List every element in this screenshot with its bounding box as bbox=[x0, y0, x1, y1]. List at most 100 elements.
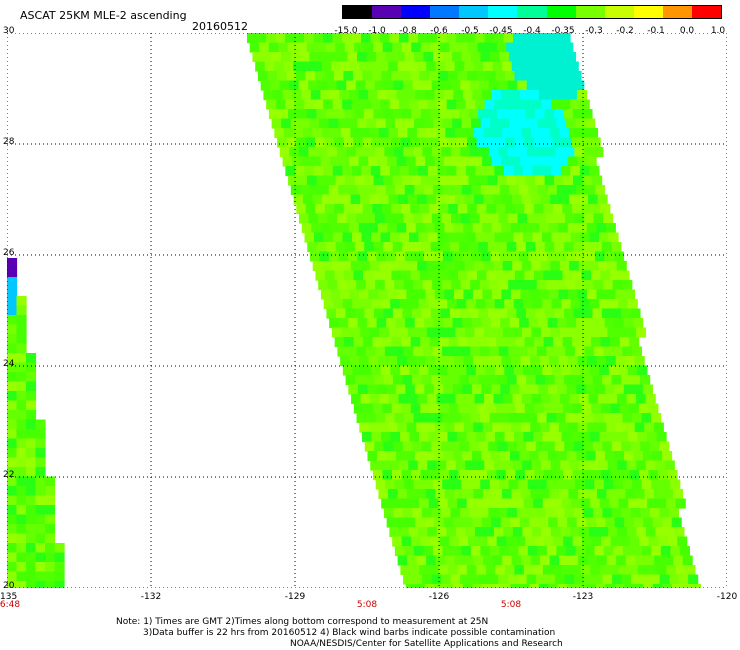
data-cell-east bbox=[585, 185, 596, 196]
data-cell-east bbox=[332, 99, 343, 110]
data-cell-east bbox=[428, 565, 439, 576]
data-cell-east bbox=[518, 546, 529, 557]
data-cell-east bbox=[468, 175, 479, 186]
data-cell-east bbox=[510, 289, 522, 300]
data-cell-east bbox=[483, 327, 495, 338]
data-cell-east bbox=[433, 251, 444, 262]
data-cell-east bbox=[599, 232, 610, 243]
data-cell-west bbox=[7, 305, 18, 316]
data-cell-east bbox=[274, 61, 285, 72]
data-cell-east bbox=[398, 460, 409, 471]
data-cell-east bbox=[581, 137, 592, 148]
data-cell-east bbox=[339, 289, 351, 300]
data-cell-east bbox=[648, 536, 659, 547]
data-cell-east bbox=[496, 403, 507, 414]
data-cell-east bbox=[374, 441, 385, 452]
data-cell-east bbox=[412, 80, 423, 91]
data-cell-east bbox=[570, 166, 581, 177]
data-cell-east bbox=[357, 185, 368, 196]
data-cell-east bbox=[519, 451, 530, 462]
data-cell-east bbox=[443, 318, 454, 329]
data-cell-east bbox=[521, 128, 532, 139]
data-cell-east bbox=[296, 204, 307, 215]
data-cell-east bbox=[415, 223, 426, 234]
data-cell-east bbox=[566, 318, 577, 329]
data-cell-east bbox=[450, 375, 461, 386]
data-cell-east bbox=[494, 232, 505, 243]
data-cell-east bbox=[445, 194, 456, 205]
data-cell-east bbox=[461, 251, 473, 262]
data-cell-east bbox=[476, 204, 487, 215]
data-cell-east bbox=[286, 71, 297, 82]
data-cell-east bbox=[375, 413, 386, 424]
data-cell-east bbox=[406, 422, 417, 433]
data-cell-east bbox=[522, 33, 533, 44]
data-cell-east bbox=[603, 280, 614, 291]
plot-date: 20160512 bbox=[192, 20, 248, 33]
colorbar-label: 0.0 bbox=[679, 26, 695, 36]
data-cell-east bbox=[364, 242, 375, 253]
y-tick-label: 24 bbox=[3, 359, 15, 369]
data-cell-east bbox=[398, 261, 409, 272]
data-cell-east bbox=[356, 52, 368, 63]
data-cell-east bbox=[574, 80, 585, 91]
data-cell-east bbox=[330, 289, 341, 300]
data-cell-east bbox=[308, 147, 319, 158]
data-cell-east bbox=[628, 498, 639, 509]
data-cell-west bbox=[45, 562, 56, 573]
data-cell-east bbox=[511, 356, 522, 367]
data-cell-east bbox=[600, 270, 611, 281]
data-cell-east bbox=[590, 432, 601, 443]
data-cell-east bbox=[381, 270, 393, 281]
data-cell-east bbox=[410, 337, 421, 348]
data-cell-east bbox=[447, 71, 459, 82]
data-cell-east bbox=[583, 441, 594, 452]
data-cell-east bbox=[397, 555, 408, 566]
data-cell-east bbox=[307, 242, 318, 253]
data-cell-east bbox=[565, 346, 576, 357]
data-cell-east bbox=[316, 242, 327, 253]
data-cell-east bbox=[405, 384, 416, 395]
data-cell-east bbox=[387, 356, 398, 367]
data-cell-east bbox=[547, 251, 558, 262]
data-cell-east bbox=[476, 137, 487, 148]
data-cell-east bbox=[504, 365, 515, 376]
data-cell-east bbox=[396, 451, 407, 462]
data-cell-east bbox=[588, 460, 599, 471]
data-cell-east bbox=[503, 460, 514, 471]
data-cell-east bbox=[497, 308, 508, 319]
data-cell-east bbox=[579, 99, 590, 110]
data-cell-east bbox=[405, 451, 416, 462]
data-cell-east bbox=[399, 166, 410, 177]
data-cell-east bbox=[380, 33, 391, 44]
data-cell-east bbox=[473, 128, 484, 139]
data-cell-east bbox=[491, 90, 502, 101]
colorbar-label: -1.0 bbox=[368, 26, 386, 36]
data-cell-east bbox=[519, 90, 531, 101]
data-cell-west bbox=[35, 552, 46, 563]
data-cell-east bbox=[555, 147, 566, 158]
data-cell-east bbox=[317, 80, 328, 91]
data-cell-east bbox=[318, 280, 329, 291]
data-cell-east bbox=[595, 584, 606, 588]
data-cell-east bbox=[417, 527, 429, 538]
data-cell-east bbox=[447, 565, 458, 576]
data-cell-east bbox=[445, 555, 456, 566]
data-cell-east bbox=[389, 33, 400, 44]
data-cell-west bbox=[45, 476, 56, 487]
data-cell-east bbox=[584, 346, 595, 357]
data-cell-east bbox=[428, 232, 439, 243]
data-cell-east bbox=[663, 555, 674, 566]
data-cell-east bbox=[420, 536, 431, 547]
data-cell-east bbox=[408, 166, 419, 177]
data-cell-west bbox=[16, 524, 27, 535]
data-cell-east bbox=[610, 403, 621, 414]
data-cell-east bbox=[512, 194, 523, 205]
data-cell-east bbox=[403, 147, 414, 158]
data-cell-east bbox=[465, 527, 476, 538]
data-cell-east bbox=[491, 517, 502, 528]
data-cell-east bbox=[552, 432, 563, 443]
data-cell-east bbox=[530, 489, 541, 500]
data-cell-east bbox=[428, 299, 439, 310]
data-cell-east bbox=[451, 546, 462, 557]
